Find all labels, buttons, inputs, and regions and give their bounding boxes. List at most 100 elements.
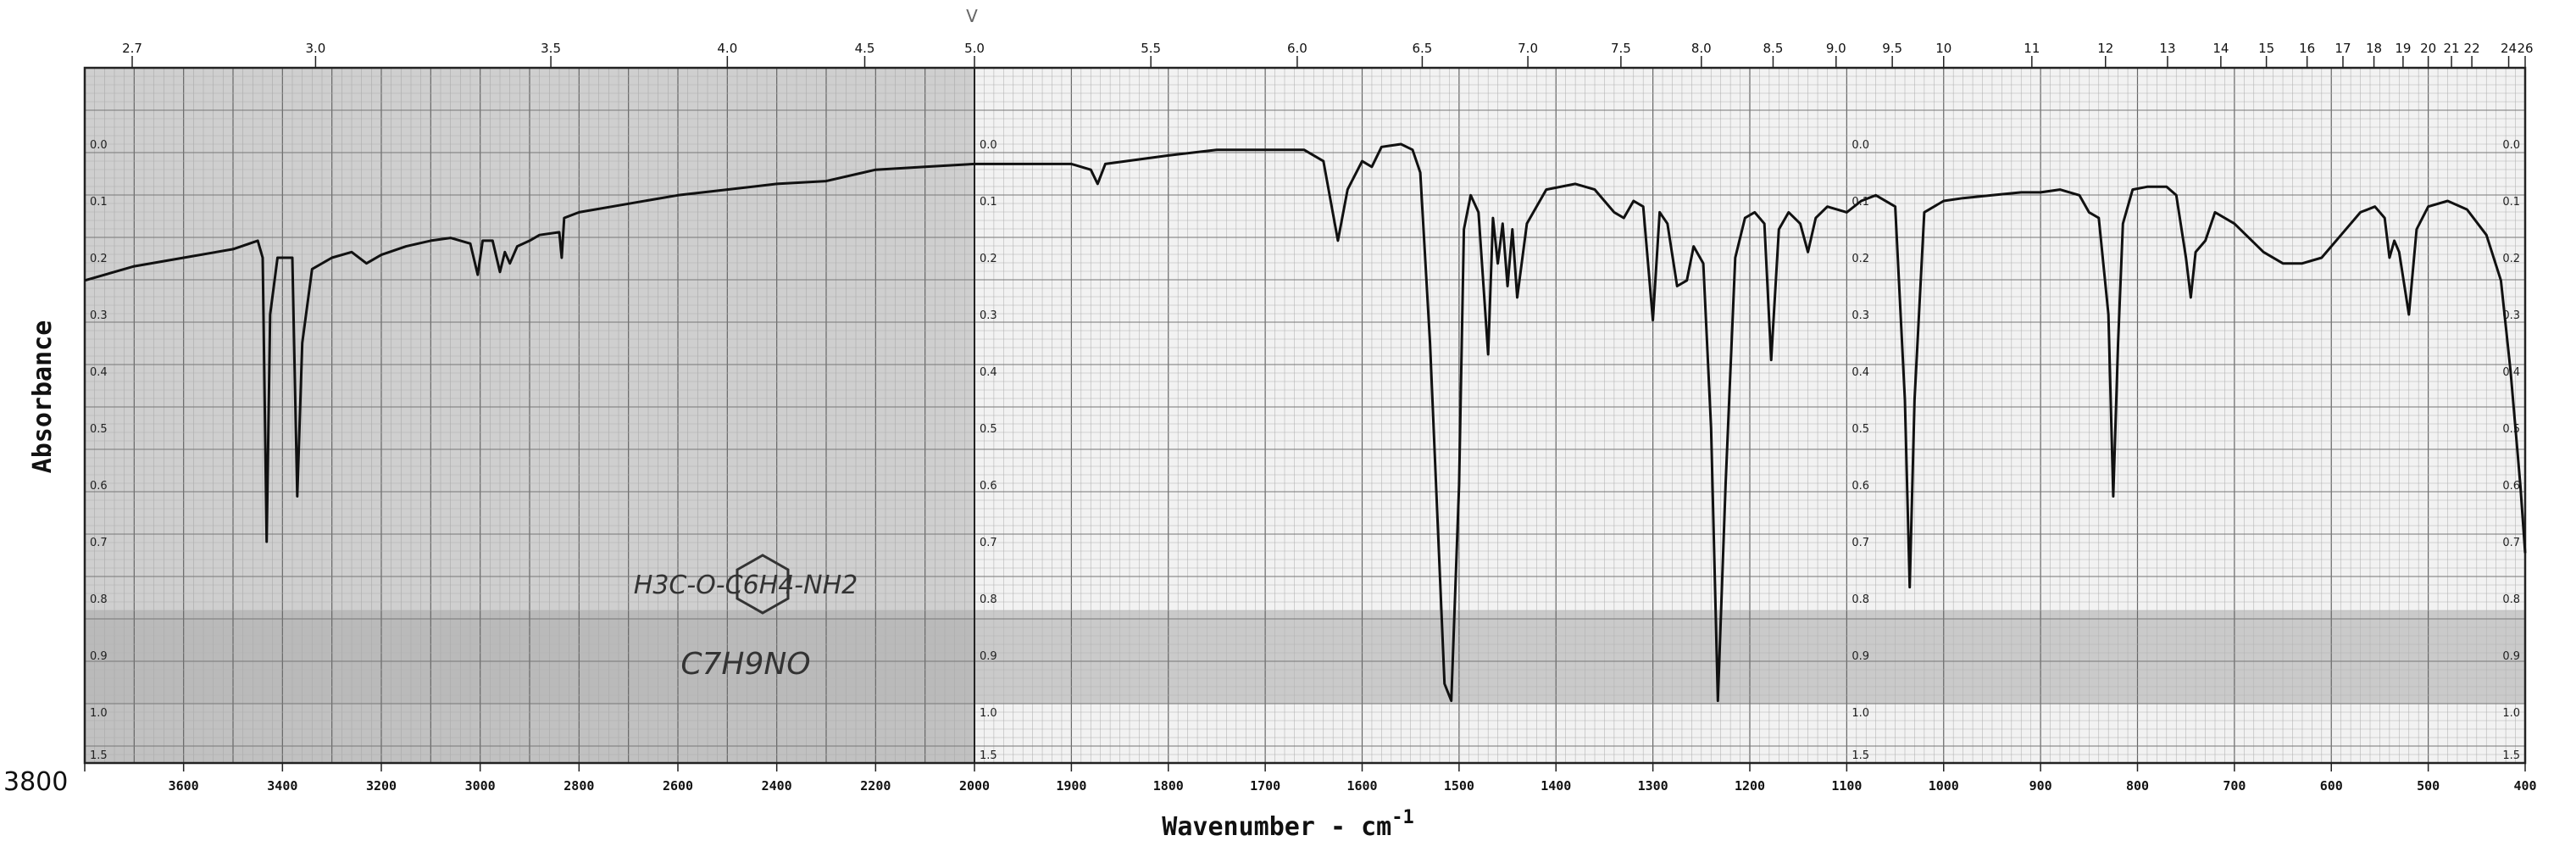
absorbance-tick-label: 0.8 [980, 593, 997, 606]
absorbance-tick-label: 0.8 [2502, 593, 2520, 606]
absorbance-tick-label: 0.1 [980, 196, 997, 209]
bottom-tick-label: 1800 [1153, 778, 1184, 794]
absorbance-tick-label: 1.0 [2502, 707, 2520, 720]
absorbance-tick-label: 0.8 [90, 593, 108, 606]
absorbance-tick-label: 0.5 [1852, 423, 1869, 436]
top-tick-label: 5.5 [1141, 41, 1161, 56]
top-tick-label: 4.5 [855, 41, 875, 56]
absorbance-tick-label: 0.7 [2502, 537, 2520, 549]
bottom-tick-label: 3000 [465, 778, 496, 794]
top-mark: V [966, 6, 978, 26]
absorbance-tick-label: 1.0 [980, 707, 997, 720]
top-tick-label: 24 [2501, 41, 2517, 56]
bottom-tick-label: 3200 [366, 778, 397, 794]
absorbance-tick-label: 0.8 [1852, 593, 1869, 606]
absorbance-tick-label: 0.4 [980, 366, 997, 379]
absorbance-tick-label: 0.3 [90, 309, 108, 322]
absorbance-tick-label: 0.1 [90, 196, 108, 209]
absorbance-tick-label: 0.2 [90, 253, 108, 265]
absorbance-tick-label: 1.5 [980, 749, 997, 762]
top-tick-label: 15 [2258, 41, 2274, 56]
spectrum-line [84, 142, 2527, 703]
top-tick-label: 22 [2464, 41, 2480, 56]
benzene-ring-sketch [736, 554, 790, 615]
bottom-tick-label: 1900 [1056, 778, 1086, 794]
x-axis-label-text: Wavenumber - cm [1162, 812, 1391, 841]
formula-label: C7H9NO [680, 647, 810, 682]
paper-dark-band [85, 610, 2525, 704]
absorbance-scale: 0.0 0.1 0.2 0.3 0.4 0.5 0.6 0.7 0.8 0.9 1.0 1.5 [980, 139, 997, 762]
absorbance-scale: 0.00.10.20.30.40.50.60.70.80.91.01.5 [90, 139, 108, 762]
top-tick-label: 20 [2420, 41, 2436, 56]
bottom-tick-label: 1000 [1929, 778, 1959, 794]
top-tick-label: 14 [2212, 41, 2229, 56]
bottom-tick-label: 1200 [1735, 778, 1765, 794]
absorbance-tick-label: 0.9 [980, 650, 997, 663]
absorbance-tick-label: 0.4 [90, 366, 108, 379]
absorbance-scale: 0.00.10.20.30.40.50.60.70.80.91.01.5 [1852, 139, 1869, 762]
absorbance-tick-label: 1.5 [90, 749, 108, 762]
absorbance-tick-label: 0.1 [2502, 196, 2520, 209]
absorbance-tick-label: 0.6 [1852, 480, 1869, 493]
top-tick-label: 21 [2444, 41, 2460, 56]
absorbance-tick-label: 0.0 [980, 139, 997, 152]
top-tick-label: 16 [2299, 41, 2315, 56]
top-tick-label: 2.7 [122, 41, 142, 56]
top-tick-label: 7.5 [1611, 41, 1631, 56]
x-axis-label: Wavenumber - cm-1 [1162, 807, 1413, 841]
absorbance-tick-label: 0.7 [980, 537, 997, 549]
x-axis-label-superscript: -1 [1391, 807, 1414, 828]
top-tick-label: 8.5 [1763, 41, 1784, 56]
absorbance-tick-label: 0.4 [1852, 366, 1869, 379]
top-tick-label: 19 [2395, 41, 2411, 56]
bottom-axis-wavenumber-ticks: 3800 3600 3400 3200 3000 2800 2600 2400 2200 2000… [3, 763, 2537, 797]
top-tick-label: 5.0 [964, 41, 985, 56]
plot-frame [83, 66, 2527, 765]
top-tick-label: 13 [2159, 41, 2175, 56]
absorbance-tick-label: 0.2 [980, 253, 997, 265]
bottom-tick-label: 600 [2320, 778, 2343, 794]
top-tick-label: 7.0 [1518, 41, 1538, 56]
absorbance-tick-label: 1.5 [1852, 749, 1869, 762]
absorbance-tick-label: 0.3 [980, 309, 997, 322]
absorbance-tick-label: 0.0 [90, 139, 108, 152]
top-tick-label: 12 [2097, 41, 2113, 56]
bottom-tick-label: 1300 [1638, 778, 1668, 794]
top-tick-label: 6.0 [1287, 41, 1307, 56]
top-axis-micrometer-ticks: 2.7 3.0 3.5 4.0 4.5 5.0 5.5 6.0 6.5 7.0 7.5 8.0 8.5 9… [122, 41, 2534, 68]
bottom-tick-label: 1700 [1250, 778, 1280, 794]
top-tick-label: 26 [2517, 41, 2533, 56]
absorbance-tick-label: 1.5 [2502, 749, 2520, 762]
bottom-tick-label: 3800 [3, 767, 68, 797]
spectrum-series [84, 142, 2527, 703]
top-tick-label: 11 [2024, 41, 2040, 56]
absorbance-tick-label: 0.5 [90, 423, 108, 436]
top-tick-label: 6.5 [1412, 41, 1432, 56]
bottom-tick-label: 1500 [1444, 778, 1474, 794]
absorbance-tick-label: 0.0 [2502, 139, 2520, 152]
bottom-tick-label: 3400 [267, 778, 297, 794]
top-tick-label: 10 [1935, 41, 1951, 56]
top-tick-label: 9.5 [1882, 41, 1902, 56]
bottom-tick-label: 3600 [169, 778, 199, 794]
bottom-tick-label: 800 [2126, 778, 2149, 794]
absorbance-tick-label: 0.7 [90, 537, 108, 549]
absorbance-tick-label: 1.0 [90, 707, 108, 720]
top-tick-label: 9.0 [1826, 41, 1846, 56]
bottom-tick-label: 2000 [959, 778, 990, 794]
bottom-tick-label: 2400 [762, 778, 792, 794]
absorbance-tick-label: 0.2 [1852, 253, 1869, 265]
absorbance-tick-label: 0.6 [980, 480, 997, 493]
absorbance-tick-label: 0.6 [2502, 480, 2520, 493]
bottom-tick-label: 500 [2417, 778, 2440, 794]
absorbance-tick-label: 0.7 [1852, 537, 1869, 549]
structure-label: H3C-O-C6H4-NH2 [634, 571, 858, 600]
bottom-tick-label: 2800 [564, 778, 594, 794]
top-tick-label: 3.5 [541, 41, 561, 56]
absorbance-tick-label: 0.5 [980, 423, 997, 436]
absorbance-tick-label: 0.0 [1852, 139, 1869, 152]
bottom-tick-label: 900 [2029, 778, 2052, 794]
absorbance-tick-label: 1.0 [1852, 707, 1869, 720]
absorbance-tick-label: 0.9 [2502, 650, 2520, 663]
